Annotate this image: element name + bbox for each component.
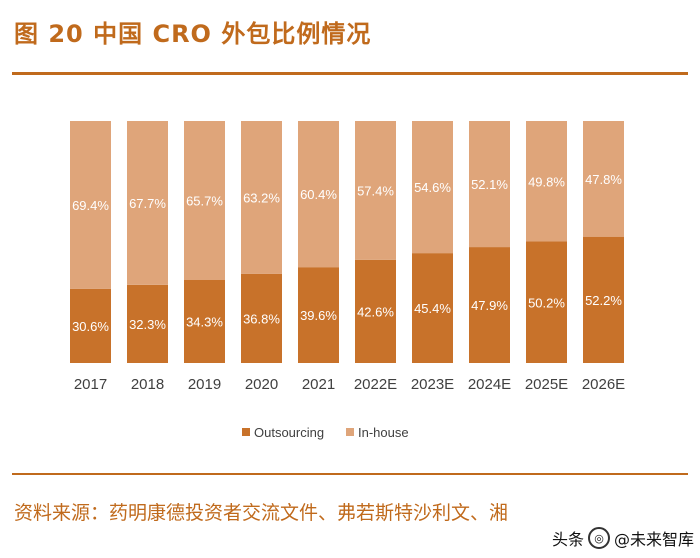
bar-in-house-2026e <box>583 121 624 237</box>
x-tick-label-2026e: 2026E <box>582 376 625 393</box>
data-label-in-house-2021: 60.4% <box>300 187 337 202</box>
data-label-in-house-2020: 63.2% <box>243 190 280 205</box>
bar-in-house-2021 <box>298 121 339 268</box>
source-divider <box>12 473 688 475</box>
x-tick-label-2020: 2020 <box>245 376 278 393</box>
data-label-outsourcing-2022e: 42.6% <box>357 304 394 319</box>
watermark-platform: 头条 <box>552 530 585 549</box>
bar-in-house-2025e <box>526 121 567 242</box>
bar-in-house-2022e <box>355 121 396 260</box>
data-label-in-house-2025e: 49.8% <box>528 174 565 189</box>
data-label-outsourcing-2017: 30.6% <box>72 319 109 334</box>
bar-in-house-2019 <box>184 121 225 280</box>
x-tick-label-2017: 2017 <box>74 376 107 393</box>
data-label-outsourcing-2026e: 52.2% <box>585 293 622 308</box>
data-label-in-house-2022e: 57.4% <box>357 183 394 198</box>
title-divider <box>12 72 688 75</box>
legend-label-outsourcing: Outsourcing <box>254 425 324 440</box>
data-label-in-house-2019: 65.7% <box>186 193 223 208</box>
x-tick-label-2025e: 2025E <box>525 376 568 393</box>
data-label-outsourcing-2019: 34.3% <box>186 314 223 329</box>
data-label-outsourcing-2025e: 50.2% <box>528 295 565 310</box>
bar-outsourcing-2021 <box>298 267 339 363</box>
x-tick-label-2023e: 2023E <box>411 376 454 393</box>
x-tick-label-2019: 2019 <box>188 376 221 393</box>
data-label-in-house-2024e: 52.1% <box>471 177 508 192</box>
data-label-in-house-2023e: 54.6% <box>414 180 451 195</box>
x-tick-label-2021: 2021 <box>302 376 335 393</box>
legend-swatch-outsourcing <box>242 428 250 436</box>
figure-title: 图 20 中国 CRO 外包比例情况 <box>14 20 372 48</box>
bar-outsourcing-2018 <box>127 284 168 363</box>
watermark: 头条 ◎ @未来智库 <box>548 518 700 558</box>
legend-label-in-house: In-house <box>358 425 409 440</box>
data-label-in-house-2017: 69.4% <box>72 198 109 213</box>
bar-outsourcing-2026e <box>583 236 624 363</box>
data-label-outsourcing-2020: 36.8% <box>243 311 280 326</box>
bar-in-house-2020 <box>241 121 282 274</box>
data-label-outsourcing-2024e: 47.9% <box>471 298 508 313</box>
data-label-outsourcing-2021: 39.6% <box>300 308 337 323</box>
watermark-account: @未来智库 <box>614 530 695 549</box>
bar-outsourcing-2024e <box>469 247 510 363</box>
bar-outsourcing-2019 <box>184 279 225 363</box>
source-note: 资料来源：药明康德投资者交流文件、弗若斯特沙利文、湘 <box>14 502 509 524</box>
bar-in-house-2023e <box>412 121 453 254</box>
data-label-outsourcing-2018: 32.3% <box>129 317 166 332</box>
bar-outsourcing-2017 <box>70 288 111 363</box>
x-tick-label-2018: 2018 <box>131 376 164 393</box>
data-label-outsourcing-2023e: 45.4% <box>414 301 451 316</box>
stacked-bar-chart: 30.6% 69.4% 32.3% 67.7% 34.3% 65.7% 36.8% 63.2%… <box>70 121 625 440</box>
x-tick-label-2022e: 2022E <box>354 376 397 393</box>
bar-in-house-2018 <box>127 121 168 285</box>
data-label-in-house-2026e: 47.8% <box>585 172 622 187</box>
x-tick-label-2024e: 2024E <box>468 376 511 393</box>
data-label-in-house-2018: 67.7% <box>129 196 166 211</box>
bar-outsourcing-2025e <box>526 241 567 363</box>
bar-outsourcing-2023e <box>412 253 453 363</box>
bar-in-house-2017 <box>70 121 111 289</box>
bar-outsourcing-2020 <box>241 273 282 363</box>
legend-swatch-in-house <box>346 428 354 436</box>
watermark-logo-icon: ◎ <box>588 527 611 549</box>
bar-in-house-2024e <box>469 121 510 248</box>
bar-outsourcing-2022e <box>355 259 396 363</box>
